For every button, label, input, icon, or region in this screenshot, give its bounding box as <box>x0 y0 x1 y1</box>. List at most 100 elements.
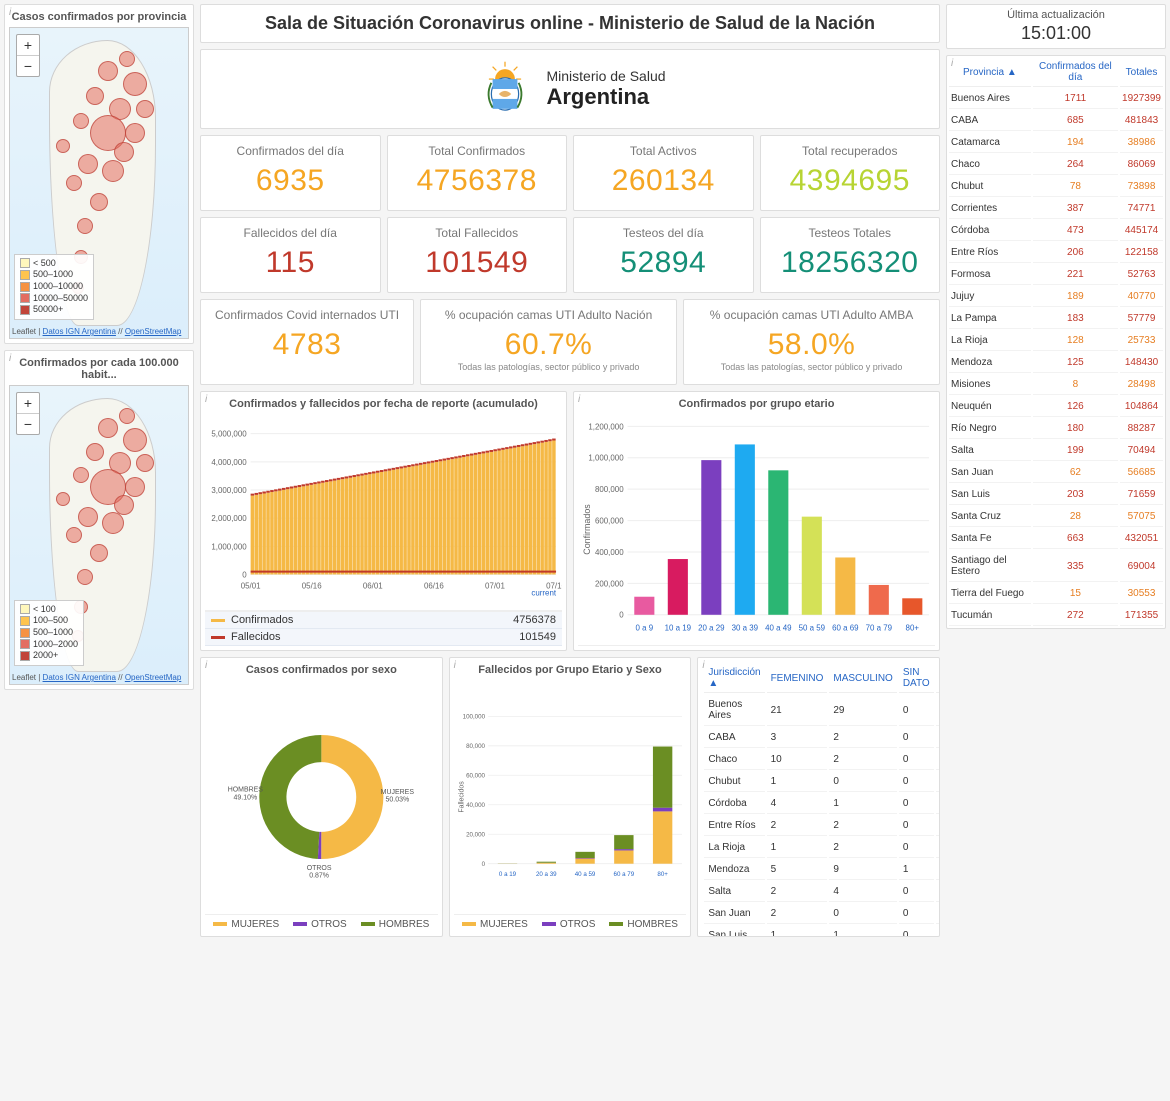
col-header[interactable]: FEMENINO <box>767 664 828 693</box>
svg-text:50.03%: 50.03% <box>386 797 410 804</box>
col-header[interactable]: Provincia ▲ <box>949 58 1031 87</box>
table-row[interactable]: Córdoba4105 <box>704 794 940 814</box>
table-row[interactable]: Chaco26486069 <box>949 155 1163 175</box>
table-row[interactable]: CABA3205 <box>704 728 940 748</box>
table-row[interactable]: Chaco102012 <box>704 750 940 770</box>
table-row[interactable]: Santa Fe663432051 <box>949 529 1163 549</box>
info-icon[interactable]: i <box>205 660 207 671</box>
stat-note: Todas las patologías, sector público y p… <box>425 362 672 372</box>
svg-text:20,000: 20,000 <box>466 832 485 839</box>
svg-text:HOMBRES: HOMBRES <box>228 787 264 794</box>
col-header[interactable]: MASCULINO <box>829 664 896 693</box>
info-icon[interactable]: i <box>454 660 456 671</box>
table-row[interactable]: San Juan2002 <box>704 904 940 924</box>
chart-canvas[interactable]: 020,00040,00060,00080,000100,000Fallecid… <box>454 680 687 914</box>
stat-value: 115 <box>205 246 376 280</box>
table-row[interactable]: San Luis20371659 <box>949 485 1163 505</box>
table-row[interactable]: Formosa22152763 <box>949 265 1163 285</box>
table-row[interactable]: San Luis1102 <box>704 926 940 937</box>
table-row[interactable]: Tierra del Fuego1530553 <box>949 584 1163 604</box>
stat-value: 52894 <box>578 246 749 280</box>
table-row[interactable]: Entre Ríos2204 <box>704 816 940 836</box>
table-row[interactable]: Río Negro18088287 <box>949 419 1163 439</box>
zoom-out-button[interactable]: − <box>17 414 39 434</box>
legend-item[interactable]: MUJERES <box>213 919 279 930</box>
svg-text:600,000: 600,000 <box>595 517 624 526</box>
chart-canvas[interactable]: 0200,000400,000600,000800,0001,000,0001,… <box>578 414 935 645</box>
table-row[interactable]: San Juan6256685 <box>949 463 1163 483</box>
svg-text:40 a 59: 40 a 59 <box>574 871 595 878</box>
svg-text:1,000,000: 1,000,000 <box>588 454 624 463</box>
svg-text:current: current <box>531 588 556 597</box>
table-row[interactable]: CABA685481843 <box>949 111 1163 131</box>
info-icon[interactable]: i <box>951 58 953 69</box>
legend-row[interactable]: Confirmados4756378 <box>205 612 562 629</box>
svg-text:80+: 80+ <box>657 871 668 878</box>
svg-text:3,000,000: 3,000,000 <box>211 486 247 495</box>
table-row[interactable]: Mendoza59115 <box>704 860 940 880</box>
stat-value: 6935 <box>205 164 376 198</box>
chart-canvas[interactable]: 01,000,0002,000,0003,000,0004,000,0005,0… <box>205 414 562 610</box>
stat-value: 260134 <box>578 164 749 198</box>
table-row[interactable]: Chubut7873898 <box>949 177 1163 197</box>
info-icon[interactable]: i <box>9 353 11 364</box>
svg-text:0.87%: 0.87% <box>309 873 329 880</box>
table-row[interactable]: La Pampa18357779 <box>949 309 1163 329</box>
zoom-in-button[interactable]: + <box>17 35 39 56</box>
stat-label: Testeos Totales <box>765 226 936 240</box>
info-icon[interactable]: i <box>578 394 580 405</box>
info-icon[interactable]: i <box>205 394 207 405</box>
stat-card: % ocupación camas UTI Adulto Nación60.7%… <box>420 299 677 385</box>
info-icon[interactable]: i <box>9 7 11 18</box>
legend-item[interactable]: OTROS <box>542 919 596 930</box>
legend-row[interactable]: Fallecidos101549 <box>205 629 562 646</box>
svg-text:40,000: 40,000 <box>466 802 485 809</box>
attrib-link-osm[interactable]: OpenStreetMap <box>125 673 181 682</box>
ministry-line2: Argentina <box>546 84 665 110</box>
col-header[interactable]: Totales <box>1120 58 1163 87</box>
stat-card: Testeos Totales18256320 <box>760 217 941 293</box>
legend-item[interactable]: MUJERES <box>462 919 528 930</box>
stat-card: Total Confirmados4756378 <box>387 135 568 211</box>
argentina-crest-icon <box>474 58 536 120</box>
table-row[interactable]: Entre Ríos206122158 <box>949 243 1163 263</box>
table-row[interactable]: Salta19970494 <box>949 441 1163 461</box>
chart-canvas[interactable]: MUJERES50.03%OTROS0.87%HOMBRES49.10% <box>205 680 438 914</box>
page-title-panel: Sala de Situación Coronavirus online - M… <box>200 4 940 43</box>
legend-item[interactable]: HOMBRES <box>361 919 430 930</box>
table-row[interactable]: La Rioja12825733 <box>949 331 1163 351</box>
table-row[interactable]: Tucumán272171355 <box>949 606 1163 626</box>
table-row[interactable]: Santiago del Estero33569004 <box>949 551 1163 582</box>
zoom-out-button[interactable]: − <box>17 56 39 76</box>
table-row[interactable]: Chubut1001 <box>704 772 940 792</box>
table-row[interactable]: Mendoza125148430 <box>949 353 1163 373</box>
svg-text:5,000,000: 5,000,000 <box>211 430 247 439</box>
map-canvas[interactable]: + − < 500500–10001000–1000010000–5000050… <box>9 27 189 339</box>
attrib-link-ign[interactable]: Datos IGN Argentina <box>43 327 116 336</box>
zoom-in-button[interactable]: + <box>17 393 39 414</box>
table-row[interactable]: Neuquén126104864 <box>949 397 1163 417</box>
legend-item[interactable]: OTROS <box>293 919 347 930</box>
col-header[interactable]: Jurisdicción ▲ <box>704 664 764 693</box>
table-row[interactable]: Catamarca19438986 <box>949 133 1163 153</box>
stat-card: Testeos del día52894 <box>573 217 754 293</box>
info-icon[interactable]: i <box>702 660 704 671</box>
table-row[interactable]: Buenos Aires2129050 <box>704 695 940 726</box>
table-row[interactable]: La Rioja1203 <box>704 838 940 858</box>
table-row[interactable]: Buenos Aires17111927399 <box>949 89 1163 109</box>
col-header[interactable]: SIN DATO <box>899 664 934 693</box>
col-header[interactable]: Confirmados del día <box>1033 58 1118 87</box>
attrib-link-ign[interactable]: Datos IGN Argentina <box>43 673 116 682</box>
table-row[interactable]: Corrientes38774771 <box>949 199 1163 219</box>
chart-title: Confirmados y fallecidos por fecha de re… <box>205 398 562 410</box>
map-canvas[interactable]: + − < 100100–500500–10001000–20002000+ L… <box>9 385 189 685</box>
legend-item[interactable]: HOMBRES <box>609 919 678 930</box>
col-header[interactable]: Total general <box>936 664 940 693</box>
table-row[interactable]: Salta2406 <box>704 882 940 902</box>
table-row[interactable]: Misiones828498 <box>949 375 1163 395</box>
table-row[interactable]: Córdoba473445174 <box>949 221 1163 241</box>
chart-title: Fallecidos por Grupo Etario y Sexo <box>454 664 687 676</box>
attrib-link-osm[interactable]: OpenStreetMap <box>125 327 181 336</box>
table-row[interactable]: Santa Cruz2857075 <box>949 507 1163 527</box>
table-row[interactable]: Jujuy18940770 <box>949 287 1163 307</box>
